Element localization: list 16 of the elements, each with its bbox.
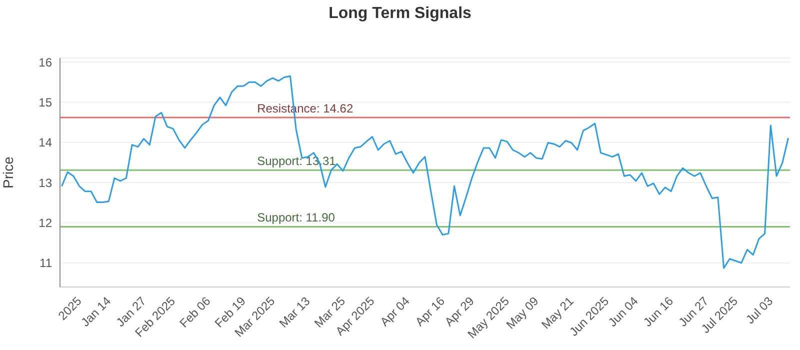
ref-line-label: Support: 11.90 [257, 210, 336, 225]
chart-title: Long Term Signals [328, 5, 472, 23]
y-tick-label: 12 [38, 216, 52, 230]
x-tick-label: Mar 13 [276, 294, 313, 330]
x-tick-label: Jul 03 [743, 294, 776, 327]
y-tick-label: 11 [40, 256, 52, 270]
y-tick-label: 14 [38, 136, 52, 150]
x-tick-label: Feb 06 [176, 294, 214, 330]
x-tick-label: Jun 16 [640, 294, 676, 330]
line-series [61, 75, 789, 269]
y-tick-label: 15 [38, 95, 52, 110]
y-tick-label: 13 [38, 176, 52, 190]
x-tick-label: Apr 04 [377, 294, 413, 329]
y-tick-label: 16 [38, 55, 52, 70]
y-axis-title: Price [0, 156, 16, 188]
x-tick-label: Apr 16 [412, 294, 448, 329]
